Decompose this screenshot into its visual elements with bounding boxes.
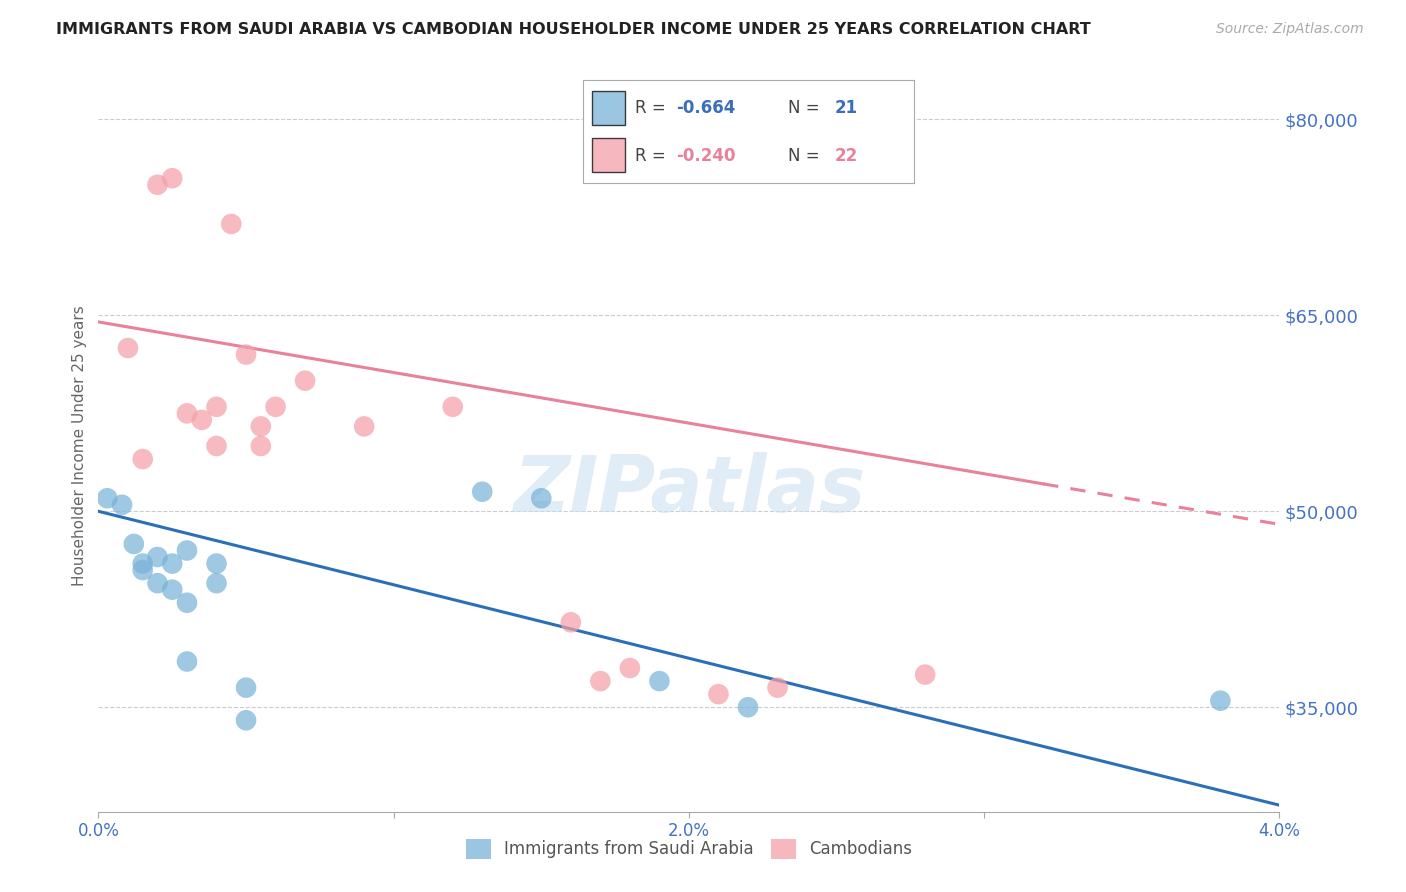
Point: [111, 498, 134, 512]
FancyBboxPatch shape: [592, 91, 624, 125]
Point: [191, 413, 214, 427]
Text: R =: R =: [634, 100, 671, 118]
Point: [235, 681, 257, 695]
Y-axis label: Householder Income Under 25 years: Householder Income Under 25 years: [72, 306, 87, 586]
Point: [1209, 694, 1232, 708]
Point: [205, 400, 228, 414]
Point: [737, 700, 759, 714]
Text: IMMIGRANTS FROM SAUDI ARABIA VS CAMBODIAN HOUSEHOLDER INCOME UNDER 25 YEARS CORR: IMMIGRANTS FROM SAUDI ARABIA VS CAMBODIA…: [56, 22, 1091, 37]
Point: [294, 374, 316, 388]
Point: [766, 681, 789, 695]
Point: [205, 439, 228, 453]
Point: [146, 576, 169, 591]
Text: 21: 21: [835, 100, 858, 118]
Point: [117, 341, 139, 355]
Text: Source: ZipAtlas.com: Source: ZipAtlas.com: [1216, 22, 1364, 37]
Legend: Immigrants from Saudi Arabia, Cambodians: Immigrants from Saudi Arabia, Cambodians: [460, 832, 918, 865]
Point: [530, 491, 553, 506]
Text: R =: R =: [634, 146, 671, 165]
Point: [96, 491, 118, 506]
Point: [707, 687, 730, 701]
Point: [176, 406, 198, 420]
Point: [250, 419, 273, 434]
Text: ZIPatlas: ZIPatlas: [513, 452, 865, 528]
Text: N =: N =: [789, 100, 825, 118]
Point: [219, 217, 242, 231]
Text: N =: N =: [789, 146, 825, 165]
Point: [560, 615, 582, 630]
Point: [176, 543, 198, 558]
Point: [264, 400, 287, 414]
Point: [619, 661, 641, 675]
Point: [162, 582, 183, 597]
Text: -0.240: -0.240: [676, 146, 735, 165]
Point: [205, 557, 228, 571]
Point: [132, 563, 155, 577]
Point: [122, 537, 145, 551]
Text: 22: 22: [835, 146, 858, 165]
Point: [162, 171, 183, 186]
Text: -0.664: -0.664: [676, 100, 735, 118]
Point: [250, 439, 273, 453]
Point: [146, 178, 169, 192]
Point: [205, 576, 228, 591]
Point: [235, 714, 257, 728]
Point: [162, 557, 183, 571]
Point: [441, 400, 464, 414]
Point: [235, 348, 257, 362]
Point: [176, 655, 198, 669]
Point: [914, 667, 936, 681]
Point: [648, 674, 671, 689]
FancyBboxPatch shape: [592, 138, 624, 172]
Point: [132, 452, 155, 467]
Point: [589, 674, 612, 689]
Point: [353, 419, 375, 434]
Point: [146, 549, 169, 564]
Point: [176, 596, 198, 610]
Point: [132, 557, 155, 571]
Point: [471, 484, 494, 499]
